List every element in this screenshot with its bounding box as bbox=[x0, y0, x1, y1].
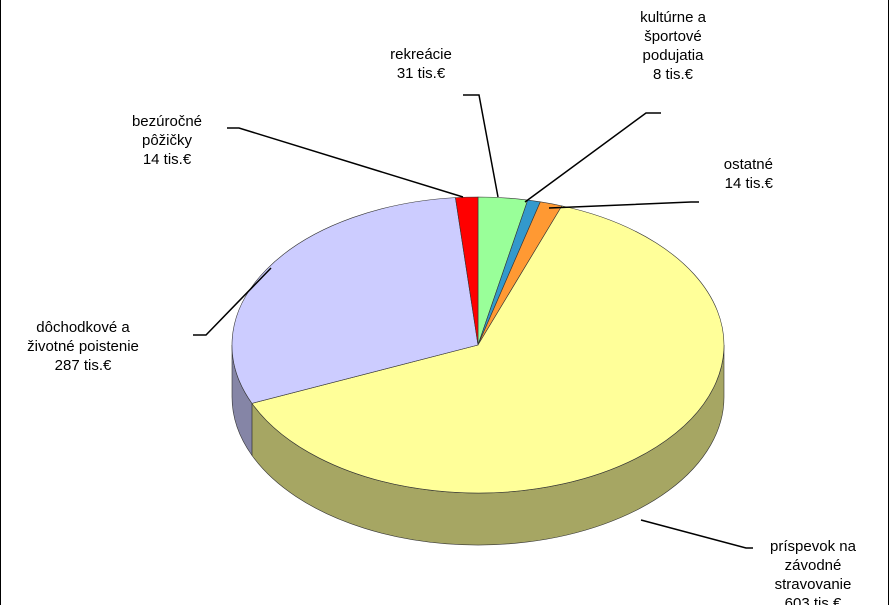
category-label: ostatné bbox=[723, 156, 773, 173]
leader-line bbox=[227, 127, 464, 198]
slice bbox=[455, 196, 479, 346]
slice-label: dôchodkové a životné poistenie 287 tis.€ bbox=[13, 318, 153, 375]
value-label: 287 tis.€ bbox=[54, 357, 112, 374]
slice-label: kultúrne a športové podujatia 8 tis.€ bbox=[628, 8, 718, 84]
value-label: 8 tis.€ bbox=[652, 66, 694, 83]
slice bbox=[251, 205, 725, 494]
slice-label: príspevok na závodné stravovanie 603 tis.… bbox=[753, 537, 873, 605]
slice-label: bezúročné pôžičky 14 tis.€ bbox=[117, 112, 217, 169]
leader-line bbox=[524, 112, 661, 203]
leader-line bbox=[463, 94, 499, 198]
category-label: dôchodkové a životné poistenie bbox=[27, 319, 139, 355]
slice bbox=[231, 197, 479, 404]
value-label: 14 tis.€ bbox=[142, 151, 192, 168]
category-label: príspevok na závodné stravovanie bbox=[770, 538, 856, 593]
value-label: 14 tis.€ bbox=[724, 175, 773, 192]
category-label: kultúrne a športové podujatia bbox=[640, 9, 706, 64]
leader-line bbox=[548, 201, 699, 209]
value-label: 31 tis.€ bbox=[396, 65, 446, 82]
leader-line bbox=[640, 519, 753, 549]
category-label: bezúročné pôžičky bbox=[131, 113, 203, 149]
leader-line bbox=[193, 267, 272, 336]
category-label: rekreácie bbox=[390, 46, 452, 63]
value-label: 603 tis.€ bbox=[784, 595, 842, 605]
slice-label: rekreácie 31 tis.€ bbox=[376, 45, 466, 83]
slice-label: ostatné 14 tis.€ bbox=[683, 155, 773, 193]
